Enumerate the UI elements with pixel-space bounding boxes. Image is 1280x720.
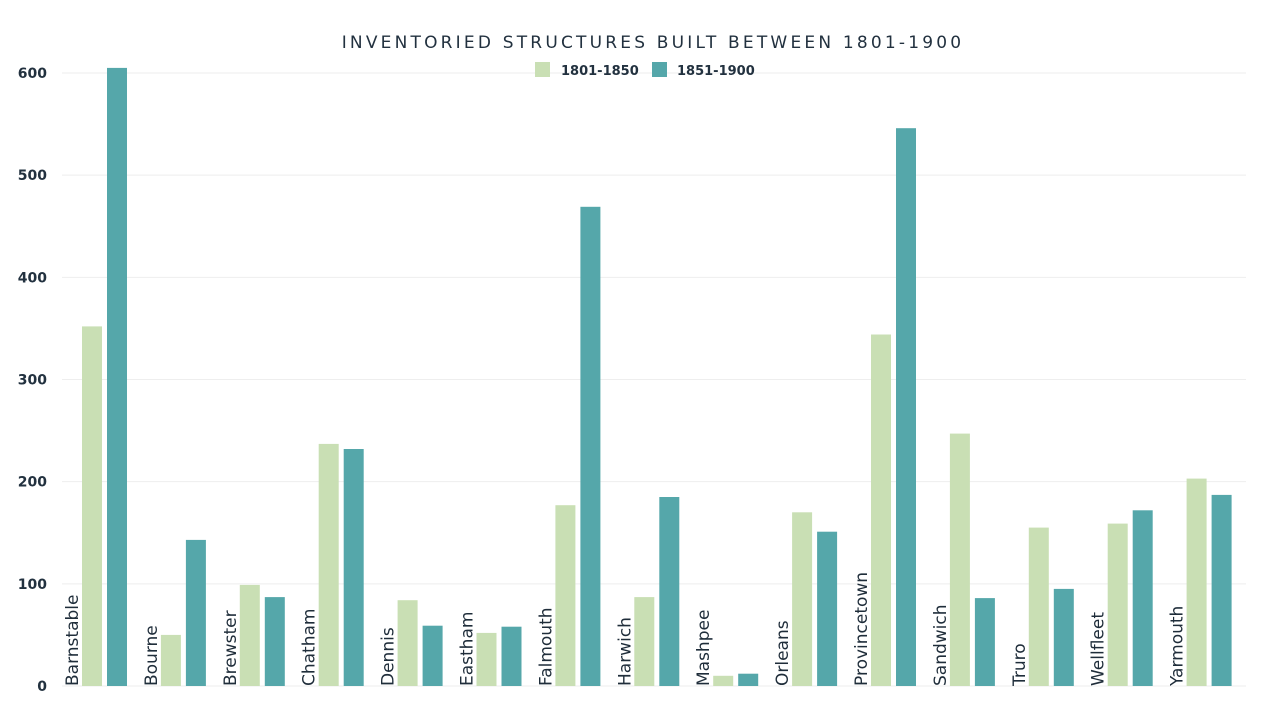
category-label-bourne: Bourne (142, 625, 162, 686)
bar-dennis-1801-1850 (397, 600, 418, 686)
bar-mashpee-1801-1850 (713, 675, 734, 686)
category-label-harwich: Harwich (615, 617, 635, 686)
bar-mashpee-1851-1900 (738, 673, 759, 686)
category-label-barnstable: Barnstable (63, 595, 83, 686)
bar-falmouth-1851-1900 (580, 206, 601, 687)
bar-brewster-1851-1900 (264, 597, 285, 686)
y-tick-label-400: 400 (18, 270, 47, 286)
bar-chatham-1801-1850 (318, 443, 339, 686)
bar-falmouth-1801-1850 (555, 505, 576, 686)
bar-sandwich-1801-1850 (949, 433, 970, 686)
legend-label-1851-1900: 1851-1900 (677, 64, 755, 79)
bar-harwich-1801-1850 (634, 597, 655, 686)
category-label-wellfleet: Wellfleet (1089, 612, 1109, 686)
y-tick-label-0: 0 (37, 679, 47, 695)
y-tick-label-500: 500 (18, 168, 47, 184)
bar-truro-1851-1900 (1053, 588, 1074, 686)
chart-title: INVENTORIED STRUCTURES BUILT BETWEEN 180… (342, 33, 965, 53)
bar-truro-1801-1850 (1028, 527, 1049, 686)
bar-harwich-1851-1900 (659, 497, 680, 686)
y-tick-label-300: 300 (18, 373, 47, 389)
y-tick-label-600: 600 (18, 66, 47, 82)
category-label-mashpee: Mashpee (694, 610, 714, 686)
bar-orleans-1801-1850 (792, 512, 813, 686)
bar-yarmouth-1851-1900 (1211, 494, 1232, 686)
y-tick-label-200: 200 (18, 475, 47, 491)
bar-eastham-1851-1900 (501, 626, 522, 686)
bar-wellfleet-1801-1850 (1107, 523, 1128, 686)
category-label-falmouth: Falmouth (536, 607, 556, 686)
legend-swatch-1851-1900 (652, 62, 667, 77)
bar-bourne-1801-1850 (160, 634, 181, 686)
y-axis-ticks: 0 100 200 300 400 500 600 (18, 66, 47, 695)
bar-barnstable-1801-1850 (82, 326, 102, 686)
bar-bourne-1851-1900 (185, 539, 206, 686)
bar-chatham-1851-1900 (343, 449, 364, 686)
category-label-provincetown: Provincetown (852, 572, 872, 686)
category-label-sandwich: Sandwich (931, 604, 951, 686)
category-label-chatham: Chatham (300, 609, 320, 686)
category-label-orleans: Orleans (773, 620, 793, 686)
bar-dennis-1851-1900 (422, 625, 443, 686)
bar-barnstable-1851-1900 (107, 67, 127, 686)
category-label-dennis: Dennis (379, 627, 399, 686)
bars (82, 67, 1232, 687)
bar-wellfleet-1851-1900 (1132, 510, 1153, 686)
bar-sandwich-1851-1900 (974, 598, 995, 686)
bar-eastham-1801-1850 (476, 632, 497, 686)
legend-swatch-1801-1850 (535, 62, 550, 77)
legend-label-1801-1850: 1801-1850 (561, 64, 639, 79)
category-labels: Barnstable Bourne Brewster Chatham Dennis Eas… (63, 572, 1188, 687)
category-label-eastham: Eastham (458, 612, 478, 686)
bar-orleans-1851-1900 (817, 531, 838, 686)
bar-provincetown-1851-1900 (896, 128, 916, 686)
category-label-brewster: Brewster (221, 610, 241, 686)
bar-brewster-1801-1850 (239, 584, 260, 686)
legend: 1801-1850 1851-1900 (535, 62, 755, 79)
bar-provincetown-1801-1850 (871, 334, 891, 686)
y-tick-label-100: 100 (18, 577, 47, 593)
gridlines (62, 72, 1246, 687)
category-label-truro: Truro (1010, 643, 1030, 687)
category-label-yarmouth: Yarmouth (1168, 606, 1188, 687)
bar-yarmouth-1801-1850 (1186, 478, 1207, 686)
